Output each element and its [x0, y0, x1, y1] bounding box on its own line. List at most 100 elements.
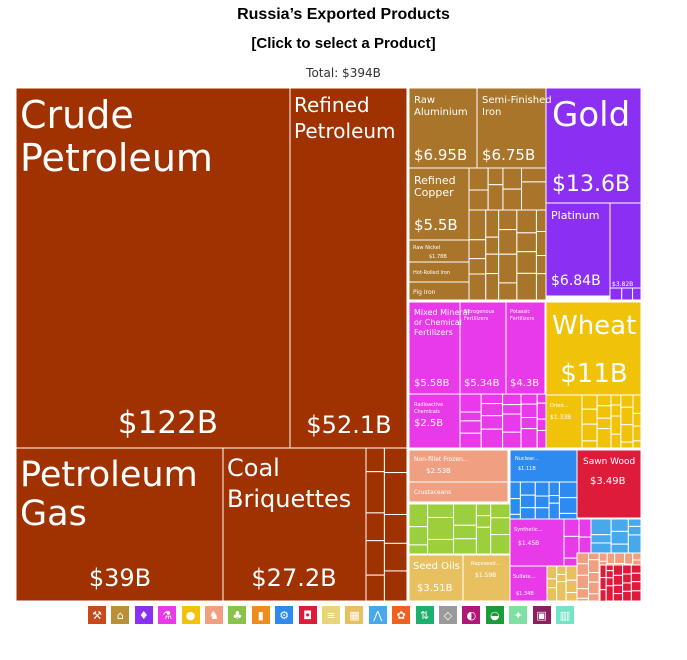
treemap-small-tile[interactable]: [565, 565, 578, 581]
treemap-small-tile[interactable]: [546, 578, 558, 589]
treemap-small-tile[interactable]: [596, 417, 612, 430]
tile-crude-petroleum[interactable]: [15, 87, 291, 449]
treemap-small-tile[interactable]: [606, 552, 616, 565]
treemap-small-tile[interactable]: [632, 552, 642, 561]
treemap-small-tile[interactable]: [536, 429, 547, 449]
treemap-small-tile[interactable]: [487, 167, 504, 186]
treemap-small-tile[interactable]: [581, 394, 598, 410]
treemap-small-tile[interactable]: [408, 526, 429, 546]
treemap-small-tile[interactable]: [365, 574, 385, 602]
treemap-small-tile[interactable]: [520, 403, 538, 419]
treemap-small-tile[interactable]: [365, 447, 385, 473]
treemap-small-tile[interactable]: [556, 581, 567, 602]
metals-icon[interactable]: ▥: [556, 606, 574, 624]
mineral-products-icon[interactable]: ▮: [251, 606, 270, 624]
treemap-small-tile[interactable]: [548, 481, 560, 497]
treemap-small-tile[interactable]: [502, 393, 522, 406]
treemap-small-tile[interactable]: [565, 592, 578, 602]
treemap-small-tile[interactable]: [558, 481, 578, 499]
treemap-small-tile[interactable]: [516, 272, 537, 301]
vegetable-products-icon[interactable]: ⌂: [111, 606, 130, 624]
treemap-small-tile[interactable]: [627, 518, 642, 527]
treemap-small-tile[interactable]: [509, 513, 521, 520]
treemap-small-tile[interactable]: [630, 572, 642, 583]
treemap-small-tile[interactable]: [453, 538, 477, 555]
treemap-small-tile[interactable]: [622, 573, 632, 584]
treemap-small-tile[interactable]: [632, 412, 642, 427]
treemap-small-tile[interactable]: [558, 512, 578, 520]
treemap-small-tile[interactable]: [614, 552, 626, 565]
treemap-small-tile[interactable]: [468, 189, 489, 211]
treemap-small-tile[interactable]: [485, 209, 500, 238]
treemap-small-tile[interactable]: [509, 481, 521, 500]
treemap-small-tile[interactable]: [612, 593, 624, 602]
treemap-small-tile[interactable]: [468, 167, 489, 191]
treemap-small-tile[interactable]: [546, 565, 558, 580]
treemap-small-tile[interactable]: [599, 589, 607, 602]
textiles-icon[interactable]: ⋀: [368, 606, 387, 624]
treemap-small-tile[interactable]: [581, 440, 598, 449]
treemap-small-tile[interactable]: [556, 573, 567, 583]
treemap-small-tile[interactable]: [383, 542, 408, 572]
arts-icon[interactable]: ◐: [462, 606, 481, 624]
treemap-small-tile[interactable]: [534, 481, 550, 497]
treemap-small-tile[interactable]: [459, 393, 482, 413]
treemap-small-tile[interactable]: [536, 393, 547, 404]
treemap-small-tile[interactable]: [610, 404, 622, 417]
treemap-small-tile[interactable]: [453, 503, 477, 526]
treemap-small-tile[interactable]: [632, 287, 642, 301]
treemap-small-tile[interactable]: [610, 415, 622, 435]
tile-refined-copper[interactable]: [408, 167, 470, 241]
treemap-small-tile[interactable]: [535, 255, 547, 275]
treemap-small-tile[interactable]: [548, 495, 560, 504]
instruments-icon[interactable]: ◘: [298, 606, 317, 624]
treemap-small-tile[interactable]: [558, 497, 578, 514]
treemap-small-tile[interactable]: [536, 402, 547, 420]
treemap-small-tile[interactable]: [622, 582, 632, 592]
treemap-small-tile[interactable]: [427, 538, 455, 555]
treemap-small-tile[interactable]: [624, 552, 634, 565]
treemap-small-tile[interactable]: [632, 394, 642, 414]
treemap-small-tile[interactable]: [365, 512, 385, 542]
treemap-small-tile[interactable]: [534, 507, 550, 520]
weapons-icon[interactable]: ◒: [485, 606, 504, 624]
tile-refined-petroleum[interactable]: [289, 87, 408, 449]
tile-sawn-wood[interactable]: [576, 449, 642, 519]
treemap-small-tile[interactable]: [610, 518, 629, 532]
treemap-small-tile[interactable]: [520, 417, 538, 430]
treemap-small-tile[interactable]: [587, 593, 600, 602]
treemap-small-tile[interactable]: [627, 525, 642, 536]
tile-coal-briquettes[interactable]: [222, 447, 367, 602]
treemap-small-tile[interactable]: [468, 258, 487, 275]
treemap-small-tile[interactable]: [598, 552, 608, 562]
treemap-small-tile[interactable]: [576, 574, 589, 590]
treemap-small-tile[interactable]: [576, 588, 589, 599]
treemap-small-tile[interactable]: [578, 518, 592, 538]
treemap-small-tile[interactable]: [459, 432, 482, 449]
treemap-small-tile[interactable]: [610, 433, 622, 449]
animal-hides-icon[interactable]: ♞: [205, 606, 223, 624]
treemap-small-tile[interactable]: [587, 572, 600, 583]
treemap-small-tile[interactable]: [487, 184, 504, 211]
treemap-small-tile[interactable]: [587, 581, 600, 595]
treemap-small-tile[interactable]: [605, 564, 614, 572]
treemap-small-tile[interactable]: [590, 518, 612, 536]
tile-synthetic[interactable]: [509, 518, 565, 567]
treemap-small-tile[interactable]: [519, 494, 536, 509]
treemap-small-tile[interactable]: [556, 565, 567, 575]
tile-non-fillet-frozen[interactable]: [408, 449, 509, 483]
treemap-small-tile[interactable]: [519, 481, 536, 496]
tile-platinum[interactable]: [545, 202, 611, 297]
tile-unnamed[interactable]: [609, 202, 642, 289]
tile-seed-oils[interactable]: [408, 554, 464, 602]
paper-goods-icon[interactable]: ≡: [322, 606, 340, 624]
treemap-small-tile[interactable]: [630, 590, 642, 602]
treemap-small-tile[interactable]: [459, 420, 482, 434]
treemap-small-tile[interactable]: [620, 394, 634, 408]
treemap-small-tile[interactable]: [630, 564, 642, 574]
tile-crustaceans[interactable]: [408, 481, 509, 503]
treemap-small-tile[interactable]: [565, 579, 578, 594]
treemap-small-tile[interactable]: [498, 253, 518, 284]
select-product-subtitle[interactable]: [Click to select a Product]: [251, 35, 436, 52]
treemap-small-tile[interactable]: [587, 552, 600, 561]
